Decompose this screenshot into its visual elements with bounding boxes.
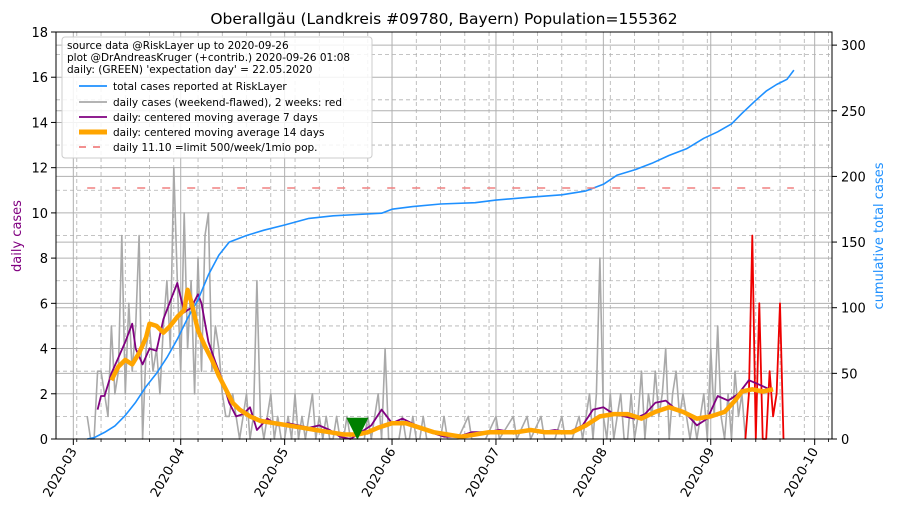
expectation-day-marker <box>346 417 369 440</box>
legend-header-line: plot @DrAndreasKruger (+contrib.) 2020-0… <box>67 52 350 64</box>
y-axis-right-label: cumulative total cases <box>872 162 887 309</box>
chart-title: Oberallgäu (Landkreis #09780, Bayern) Po… <box>210 10 677 28</box>
y-left-tick-label: 16 <box>31 71 48 86</box>
y-left-tick-label: 6 <box>40 297 48 312</box>
y-left-tick-label: 2 <box>40 388 48 403</box>
y-right-tick-label: 0 <box>841 433 849 448</box>
y-axis-left-label: daily cases <box>10 200 25 272</box>
ma14-line <box>109 287 774 439</box>
y-right-tick-label: 200 <box>841 170 866 185</box>
plot-frame <box>55 31 833 440</box>
y-right-tick-label: 50 <box>841 367 858 382</box>
y-left-tick-label: 4 <box>40 343 48 358</box>
y-left-tick-label: 12 <box>31 162 48 177</box>
daily-cases-line <box>86 166 747 440</box>
legend-label-total: total cases reported at RiskLayer <box>113 81 287 93</box>
y-right-tick-label: 100 <box>841 302 866 317</box>
legend-header-line: source data @RiskLayer up to 2020-09-26 <box>67 40 289 52</box>
legend: source data @RiskLayer up to 2020-09-26 … <box>61 36 373 159</box>
total-cases-line <box>87 69 795 440</box>
y-left-tick-label: 0 <box>40 433 48 448</box>
y-left-tick-label: 10 <box>31 207 48 222</box>
legend-label-ma7: daily: centered moving average 7 days <box>113 112 318 124</box>
y-right-tick-label: 300 <box>841 39 866 54</box>
y-right-tick-label: 150 <box>841 236 866 251</box>
legend-label-daily: daily cases (weekend-flawed), 2 weeks: r… <box>113 97 342 109</box>
legend-label-ma14: daily: centered moving average 14 days <box>113 127 325 139</box>
y-left-tick-label: 8 <box>40 252 48 267</box>
legend-header-line: daily: (GREEN) 'expectation day' = 22.05… <box>67 64 312 76</box>
y-left-tick-label: 18 <box>31 26 48 41</box>
y-left-tick-label: 14 <box>31 116 48 131</box>
legend-label-limit: daily 11.10 =limit 500/week/1mio pop. <box>113 142 318 154</box>
y-right-tick-label: 250 <box>841 105 866 120</box>
legend-box <box>61 36 373 159</box>
